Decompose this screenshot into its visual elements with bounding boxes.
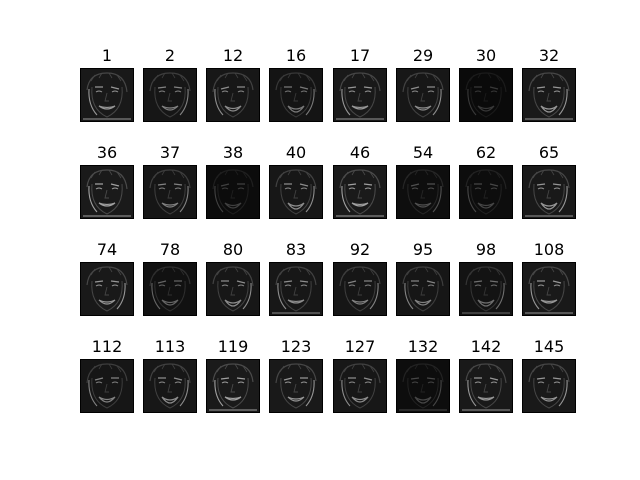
tile-title: 74 (96, 240, 118, 259)
feature-map-image (143, 68, 197, 122)
tile-title: 62 (475, 143, 497, 162)
feature-map-image (80, 165, 134, 219)
tile-title: 65 (538, 143, 560, 162)
feature-map-image (269, 359, 323, 413)
feature-map-image (333, 262, 387, 316)
feature-map-image (396, 165, 450, 219)
feature-map-image (269, 165, 323, 219)
feature-map-image (333, 359, 387, 413)
feature-map-image (206, 262, 260, 316)
tile-title: 119 (217, 337, 249, 356)
tile-title: 83 (285, 240, 307, 259)
feature-map-image (396, 359, 450, 413)
tile-title: 36 (96, 143, 118, 162)
tile-title: 30 (475, 46, 497, 65)
feature-map-image (206, 68, 260, 122)
tile-title: 98 (475, 240, 497, 259)
tile-title: 113 (154, 337, 186, 356)
feature-map-image (80, 359, 134, 413)
feature-map-image (143, 359, 197, 413)
tile-title: 142 (470, 337, 502, 356)
tile-title: 123 (280, 337, 312, 356)
feature-map-image (206, 165, 260, 219)
feature-map-image (522, 68, 576, 122)
feature-map-image (459, 68, 513, 122)
tile-title: 32 (538, 46, 560, 65)
feature-map-image (143, 262, 197, 316)
feature-map-image (333, 68, 387, 122)
feature-map-image (333, 165, 387, 219)
feature-map-image (269, 68, 323, 122)
tile-title: 29 (412, 46, 434, 65)
tile-title: 16 (285, 46, 307, 65)
tile-title: 1 (101, 46, 113, 65)
tile-title: 78 (159, 240, 181, 259)
tile-title: 37 (159, 143, 181, 162)
tile-title: 80 (222, 240, 244, 259)
tile-title: 2 (164, 46, 176, 65)
tile-title: 54 (412, 143, 434, 162)
feature-map-image (522, 165, 576, 219)
feature-map-image (522, 359, 576, 413)
tile-title: 132 (407, 337, 439, 356)
feature-map-image (143, 165, 197, 219)
tile-title: 95 (412, 240, 434, 259)
tile-title: 46 (349, 143, 371, 162)
feature-map-image (80, 68, 134, 122)
tile-title: 40 (285, 143, 307, 162)
feature-map-image (459, 262, 513, 316)
feature-map-image (522, 262, 576, 316)
tile-title: 145 (533, 337, 565, 356)
tile-title: 112 (91, 337, 123, 356)
tile-title: 108 (533, 240, 565, 259)
feature-map-image (396, 262, 450, 316)
tile-title: 92 (349, 240, 371, 259)
feature-map-image (459, 165, 513, 219)
tile-title: 38 (222, 143, 244, 162)
feature-map-image (396, 68, 450, 122)
tile-title: 17 (349, 46, 371, 65)
feature-map-image (269, 262, 323, 316)
feature-map-image (80, 262, 134, 316)
tile-title: 12 (222, 46, 244, 65)
tile-title: 127 (344, 337, 376, 356)
feature-map-image (459, 359, 513, 413)
feature-map-image (206, 359, 260, 413)
